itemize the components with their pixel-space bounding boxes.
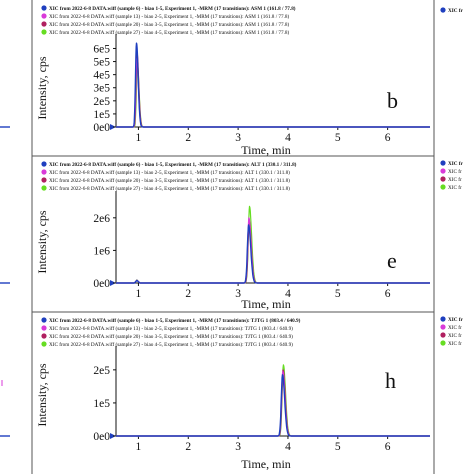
legend-entry-sample-13: XIC from 2022-6-8 DATA.wiff (sample 13) … [49,13,290,20]
panel-h: XIC from 2022-6-8 DATA.wiff (sample 6) -… [35,317,430,471]
panel-letter-b: b [387,88,398,113]
left-cropped-column [0,0,33,474]
legend-entry-sample-6: XIC from 2022-6-8 DATA.wiff (sample 6) -… [49,317,301,324]
legend-entry-sample-27: XIC from 2022-6-8 DATA.wiff (sample 27) … [49,29,290,36]
series-line-1 [116,217,430,284]
x-tick-label: 5 [335,441,341,453]
panel-b: XIC from 2022-6-8 DATA.wiff (sample 6) -… [35,5,430,157]
svg-text:XIC fr: XIC fr [448,161,464,167]
legend-entry-sample-6: XIC from 2022-6-8 DATA.wiff (sample 6) -… [49,5,296,12]
y-tick-label: 3e5 [93,83,110,95]
legend-panel-b: XIC from 2022-6-8 DATA.wiff (sample 6) -… [41,5,296,36]
legend-marker-blue [41,317,47,323]
legend-entry-sample-20: XIC from 2022-6-8 DATA.wiff (sample 20) … [49,177,290,184]
y-tick-label: 2e5 [93,365,110,377]
x-tick-label: 4 [285,132,291,144]
svg-text:XIC fr: XIC fr [448,168,462,175]
y-axis-label: Intensity, cps [35,56,49,120]
svg-text:XIC fr: XIC fr [448,317,464,323]
legend-entry-sample-20: XIC from 2022-6-8 DATA.wiff (sample 20) … [49,333,293,340]
legend-marker-pink [41,325,47,331]
series-line-3 [116,63,430,128]
series-line-2 [116,369,430,437]
y-tick-label: 1e6 [93,245,110,257]
x-axis-label: Time, min [241,143,291,157]
legend-marker-green [41,341,47,347]
right-legend-stubs-2: XIC fr XIC fr XIC fr XIC fr [440,160,464,191]
panel-letter-h: h [385,368,396,393]
series-line-2 [116,220,430,284]
y-axis-label: Intensity, cps [35,210,49,274]
y-tick-label: 0e0 [93,278,110,290]
legend-marker-green [41,29,47,35]
series-line-1 [116,370,430,437]
svg-text:XIC fr: XIC fr [448,324,462,331]
legend-marker-pink [41,169,47,175]
legend-marker-pink [41,13,47,19]
series-line-3 [116,364,430,437]
x-tick-label: 2 [185,288,191,300]
panel-letter-e: e [387,248,397,273]
y-tick-label: 1e5 [93,109,110,121]
y-tick-label: 5e5 [93,57,110,69]
right-legend-stubs-1: XIC fr [440,7,464,14]
right-cropped-column: XIC fr XIC fr XIC fr XIC fr XIC fr XIC f… [433,0,464,474]
legend-panel-e: XIC from 2022-6-8 DATA.wiff (sample 6) -… [41,161,297,192]
x-axis-label: Time, min [241,297,291,311]
legend-marker-red [41,21,47,27]
series-line-0 [116,42,430,128]
series-line-1 [116,58,430,128]
legend-panel-h: XIC from 2022-6-8 DATA.wiff (sample 6) -… [41,317,301,348]
legend-entry-sample-13: XIC from 2022-6-8 DATA.wiff (sample 13) … [49,169,290,176]
right-legend-stubs-3: XIC fr XIC fr XIC fr XIC fr [440,316,464,347]
series-line-3 [116,205,430,284]
x-tick-label: 5 [335,132,341,144]
x-tick-label: 3 [235,132,241,144]
y-tick-label: 1e5 [93,398,110,410]
y-tick-label: 2e6 [93,213,110,225]
legend-marker-green [41,185,47,191]
legend-entry-sample-27: XIC from 2022-6-8 DATA.wiff (sample 27) … [49,185,290,192]
svg-text:XIC fr: XIC fr [448,332,462,339]
x-axis-label: Time, min [241,457,291,471]
svg-text:XIC fr: XIC fr [448,8,464,14]
x-tick-label: 4 [285,288,291,300]
legend-marker-blue [41,5,47,11]
y-axis-label: Intensity, cps [35,363,49,427]
legend-marker-red [41,177,47,183]
svg-text:XIC fr: XIC fr [448,184,462,191]
legend-marker-blue [41,161,47,167]
series-line-0 [116,374,430,437]
x-tick-label: 1 [136,288,142,300]
panel-e: XIC from 2022-6-8 DATA.wiff (sample 6) -… [35,161,430,311]
x-tick-label: 4 [285,441,291,453]
x-tick-label: 6 [385,288,391,300]
legend-entry-sample-6: XIC from 2022-6-8 DATA.wiff (sample 6) -… [49,161,297,168]
y-tick-label: 6e5 [93,43,110,55]
x-tick-label: 1 [136,441,142,453]
y-tick-label: 4e5 [93,70,110,82]
svg-text:XIC fr: XIC fr [448,176,462,183]
x-tick-label: 2 [185,441,191,453]
x-tick-label: 3 [235,441,241,453]
y-tick-label: 2e5 [93,96,110,108]
y-tick-label: 0e0 [93,122,110,134]
svg-text:XIC fr: XIC fr [448,340,462,347]
x-tick-label: 6 [385,441,391,453]
legend-entry-sample-27: XIC from 2022-6-8 DATA.wiff (sample 27) … [49,341,293,348]
legend-entry-sample-20: XIC from 2022-6-8 DATA.wiff (sample 20) … [49,21,290,28]
series-line-2 [116,53,430,128]
legend-marker-red [41,333,47,339]
x-tick-label: 2 [185,132,191,144]
x-tick-label: 1 [136,132,142,144]
y-tick-label: 0e0 [93,431,110,443]
legend-entry-sample-13: XIC from 2022-6-8 DATA.wiff (sample 13) … [49,325,293,332]
x-tick-label: 5 [335,288,341,300]
series-line-0 [116,224,430,284]
x-tick-label: 3 [235,288,241,300]
x-tick-label: 6 [385,132,391,144]
